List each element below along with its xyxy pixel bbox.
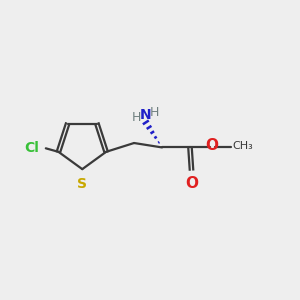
Text: H: H	[149, 106, 159, 119]
Text: N: N	[140, 108, 152, 122]
Text: H: H	[131, 111, 141, 124]
Text: O: O	[206, 139, 219, 154]
Text: Cl: Cl	[25, 141, 39, 155]
Text: CH₃: CH₃	[233, 141, 254, 151]
Text: O: O	[185, 176, 198, 191]
Text: S: S	[77, 176, 87, 190]
